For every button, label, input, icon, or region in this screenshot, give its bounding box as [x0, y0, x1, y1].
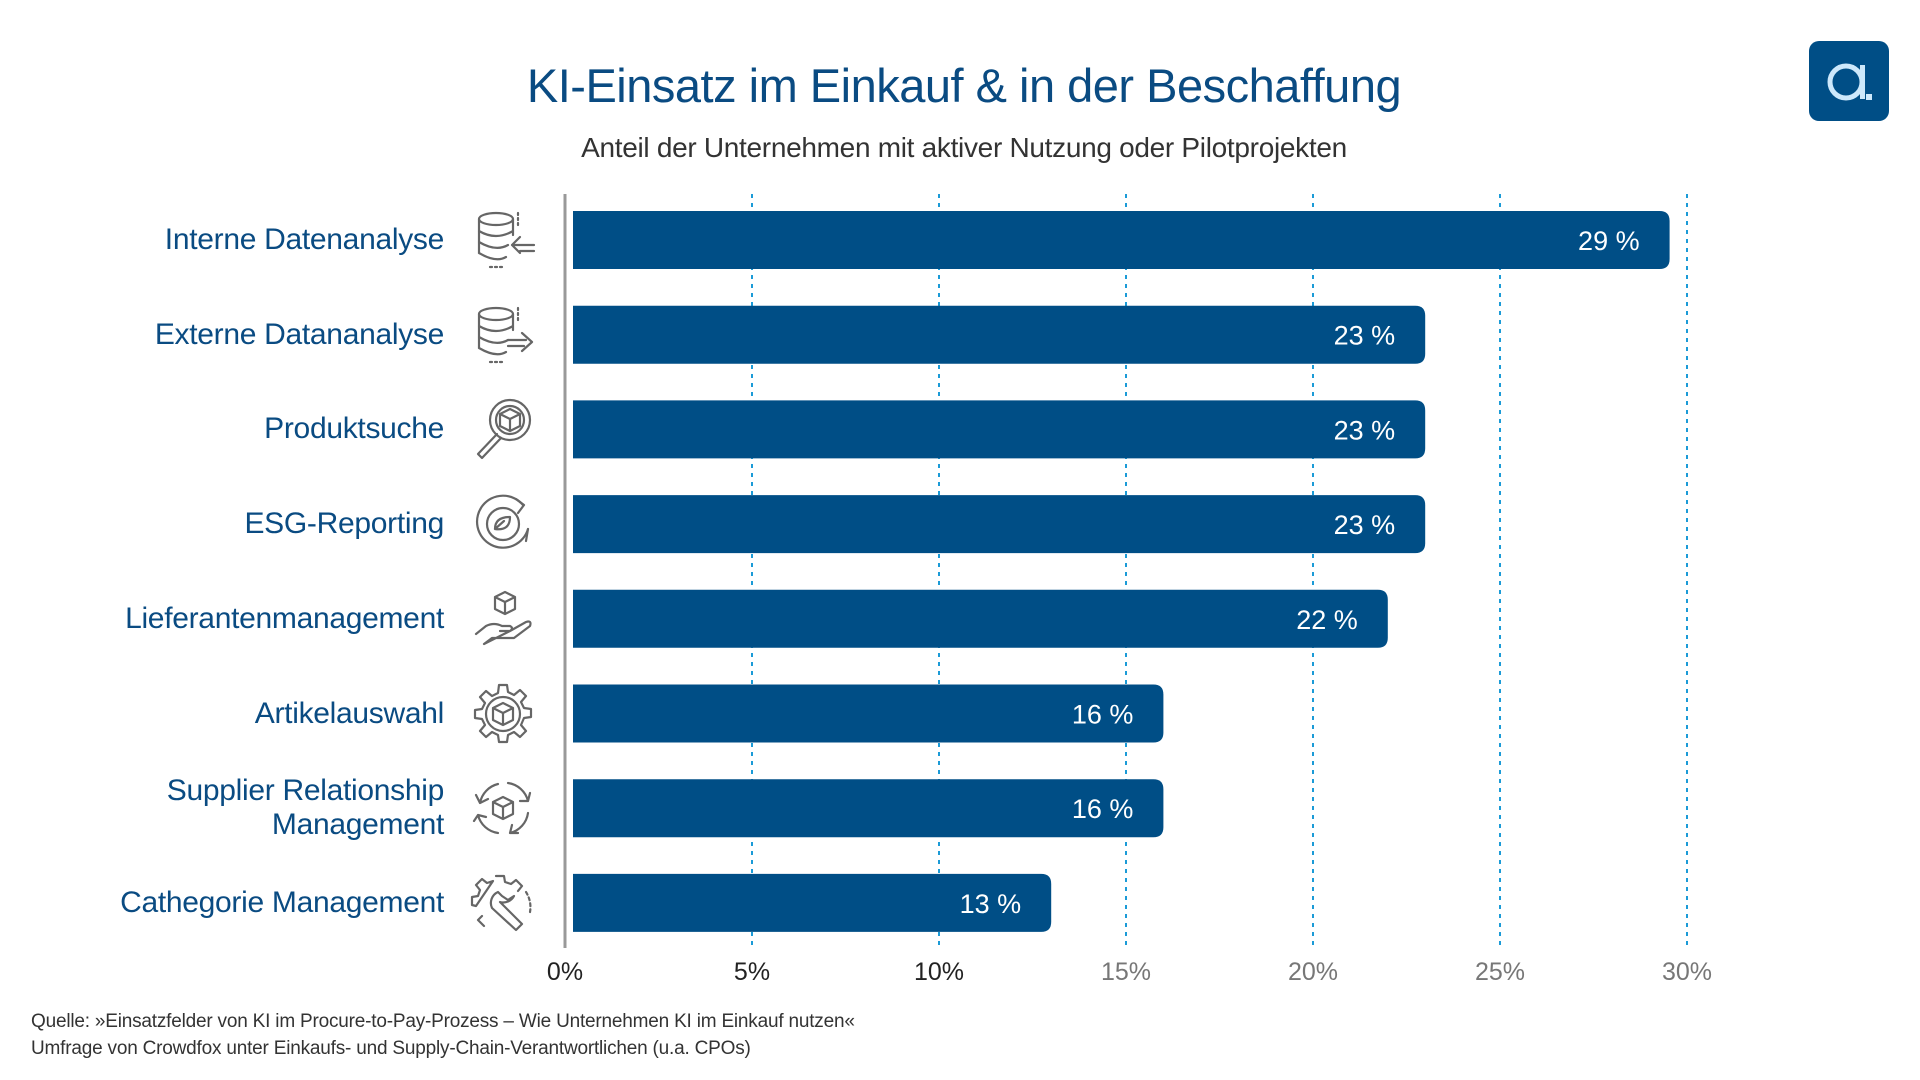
hand-box-icon [468, 584, 538, 654]
brand-logo [1809, 41, 1889, 121]
category-label-line: Interne Datenanalyse [164, 223, 445, 256]
bar-value-label: 13 % [960, 889, 1022, 919]
x-tick-label: 30% [1662, 958, 1712, 986]
category-label-line: Artikelauswahl [254, 696, 445, 730]
x-tick-label: 20% [1288, 958, 1338, 986]
gear-wrench-icon [468, 868, 538, 938]
logo-a-icon [1827, 63, 1872, 101]
category-label: Supplier Relationship Management [166, 774, 445, 842]
bar-value-label: 23 % [1334, 321, 1396, 351]
bar [573, 589, 1388, 648]
category-label-line: Produktsuche [264, 412, 444, 446]
cycle-box-icon [468, 773, 538, 843]
database-export-icon [468, 300, 538, 370]
bar [573, 211, 1670, 269]
category-label: Artikelauswahl [254, 696, 445, 731]
category-label-line: Management [271, 808, 444, 842]
category-label: Lieferantenmanagement [125, 602, 444, 636]
bar-value-label: 22 % [1296, 605, 1358, 635]
bar [573, 779, 1164, 838]
bar [573, 684, 1164, 743]
bar-value-label: 16 % [1072, 700, 1134, 730]
category-label-line: Supplier Relationship [166, 774, 445, 808]
recycle-leaf-icon [468, 489, 538, 559]
x-tick-label: 15% [1101, 958, 1151, 986]
source-line-2: Umfrage von Crowdfox unter Einkaufs- und… [31, 1038, 751, 1059]
category-label-line: Lieferantenmanagement [125, 601, 444, 635]
bar-value-label: 16 % [1072, 794, 1134, 824]
chart-title: KI-Einsatz im Einkauf & in der Beschaffu… [526, 59, 1402, 112]
bar [573, 400, 1426, 459]
category-label: Cathegorie Management [120, 886, 444, 920]
bar [573, 873, 1052, 932]
bar-value-label: 23 % [1334, 415, 1396, 445]
x-tick-label: 0% [547, 958, 583, 986]
bar-value-label: 23 % [1334, 510, 1396, 540]
gear-box-icon [468, 679, 538, 749]
database-import-icon [468, 205, 538, 275]
source-note: Quelle: »Einsatzfelder von KI im Procure… [31, 1008, 855, 1062]
bar-value-label: 29 % [1578, 226, 1640, 256]
category-label: ESG-Reporting [244, 507, 444, 541]
category-label-line: Externe Datananalyse [154, 317, 444, 351]
x-tick-label: 5% [734, 958, 770, 986]
source-line-1: Quelle: »Einsatzfelder von KI im Procure… [31, 1011, 855, 1032]
category-label: Produktsuche [264, 412, 444, 446]
chart-subtitle: Anteil der Unternehmen mit aktiver Nutzu… [581, 132, 1347, 163]
x-tick-label: 10% [914, 958, 964, 986]
x-tick-label: 25% [1475, 958, 1525, 986]
category-label: Externe Datananalyse [155, 318, 444, 352]
bar [573, 495, 1426, 554]
category-label-line: Cathegorie Management [120, 885, 444, 919]
bar [573, 305, 1426, 364]
magnifier-box-icon [468, 394, 538, 464]
category-label-line: ESG-Reporting [244, 507, 444, 541]
category-label: Interne Datenanalyse [164, 223, 445, 257]
